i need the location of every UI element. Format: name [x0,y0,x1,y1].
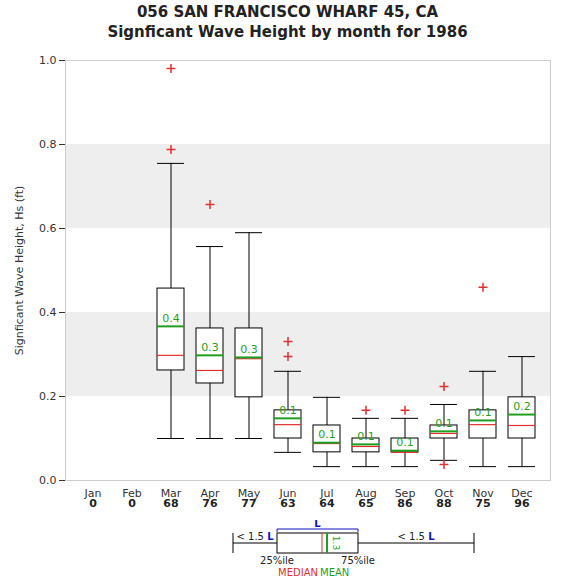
svg-text:Apr: Apr [200,487,220,501]
svg-text:Jun: Jun [279,487,297,501]
svg-text:MEAN: MEAN [320,567,349,578]
svg-text:65: 65 [358,497,373,510]
svg-text:< 1.5 L: < 1.5 L [236,531,274,542]
svg-text:0.3: 0.3 [201,341,219,354]
svg-text:86: 86 [397,497,413,510]
html-text:056 SAN FRANCISCO WHARF 45, CA: 056 SAN FRANCISCO WHARF 45, CA [136,3,439,21]
svg-text:Sep: Sep [394,487,416,501]
svg-text:64: 64 [319,497,335,510]
svg-text:Jul: Jul [320,487,334,501]
svg-text:Oct: Oct [434,487,454,501]
svg-text:75%ile: 75%ile [341,555,375,566]
svg-text:May: May [237,487,261,501]
svg-text:75: 75 [475,497,490,510]
svg-text:63: 63 [280,497,295,510]
svg-text:0.0: 0.0 [39,474,57,487]
svg-text:0: 0 [89,497,97,510]
svg-text:Nov: Nov [472,487,494,501]
svg-text:88: 88 [436,497,451,510]
svg-text:0.1: 0.1 [318,428,336,441]
svg-text:L: L [314,520,321,529]
svg-text:0.8: 0.8 [39,138,57,151]
svg-text:96: 96 [514,497,530,510]
svg-text:< 1.5 L: < 1.5 L [397,531,435,542]
html-text:Signficant Wave Height by mont: Signficant Wave Height by month for 1986 [107,23,468,41]
svg-text:0.3: 0.3 [240,343,258,356]
svg-text:0.4: 0.4 [39,306,57,319]
svg-text:25%ile: 25%ile [260,555,294,566]
svg-text:0.2: 0.2 [513,400,531,413]
svg-text:0.1: 0.1 [357,430,375,443]
svg-text:0.1: 0.1 [435,417,453,430]
svg-text:MEDIAN: MEDIAN [278,567,318,578]
svg-text:0.6: 0.6 [39,222,57,235]
svg-text:0.2: 0.2 [39,390,57,403]
svg-text:76: 76 [202,497,218,510]
svg-text:Jan: Jan [84,487,102,501]
svg-text:0.1: 0.1 [396,436,414,449]
svg-text:Dec: Dec [511,487,533,501]
svg-text:1.0: 1.0 [39,54,57,67]
svg-text:Signficant Wave Height, Hs (ft: Signficant Wave Height, Hs (ft) [13,186,26,356]
svg-text:77: 77 [241,497,256,510]
svg-text:Feb: Feb [122,487,142,501]
svg-text:0.4: 0.4 [162,312,180,325]
svg-text:0: 0 [128,497,136,510]
svg-text:0.1: 0.1 [279,404,297,417]
svg-text:1.3: 1.3 [331,536,341,550]
svg-text:0.1: 0.1 [474,406,492,419]
svg-text:68: 68 [163,497,178,510]
svg-text:Mar: Mar [160,487,182,501]
svg-text:Aug: Aug [355,487,377,501]
